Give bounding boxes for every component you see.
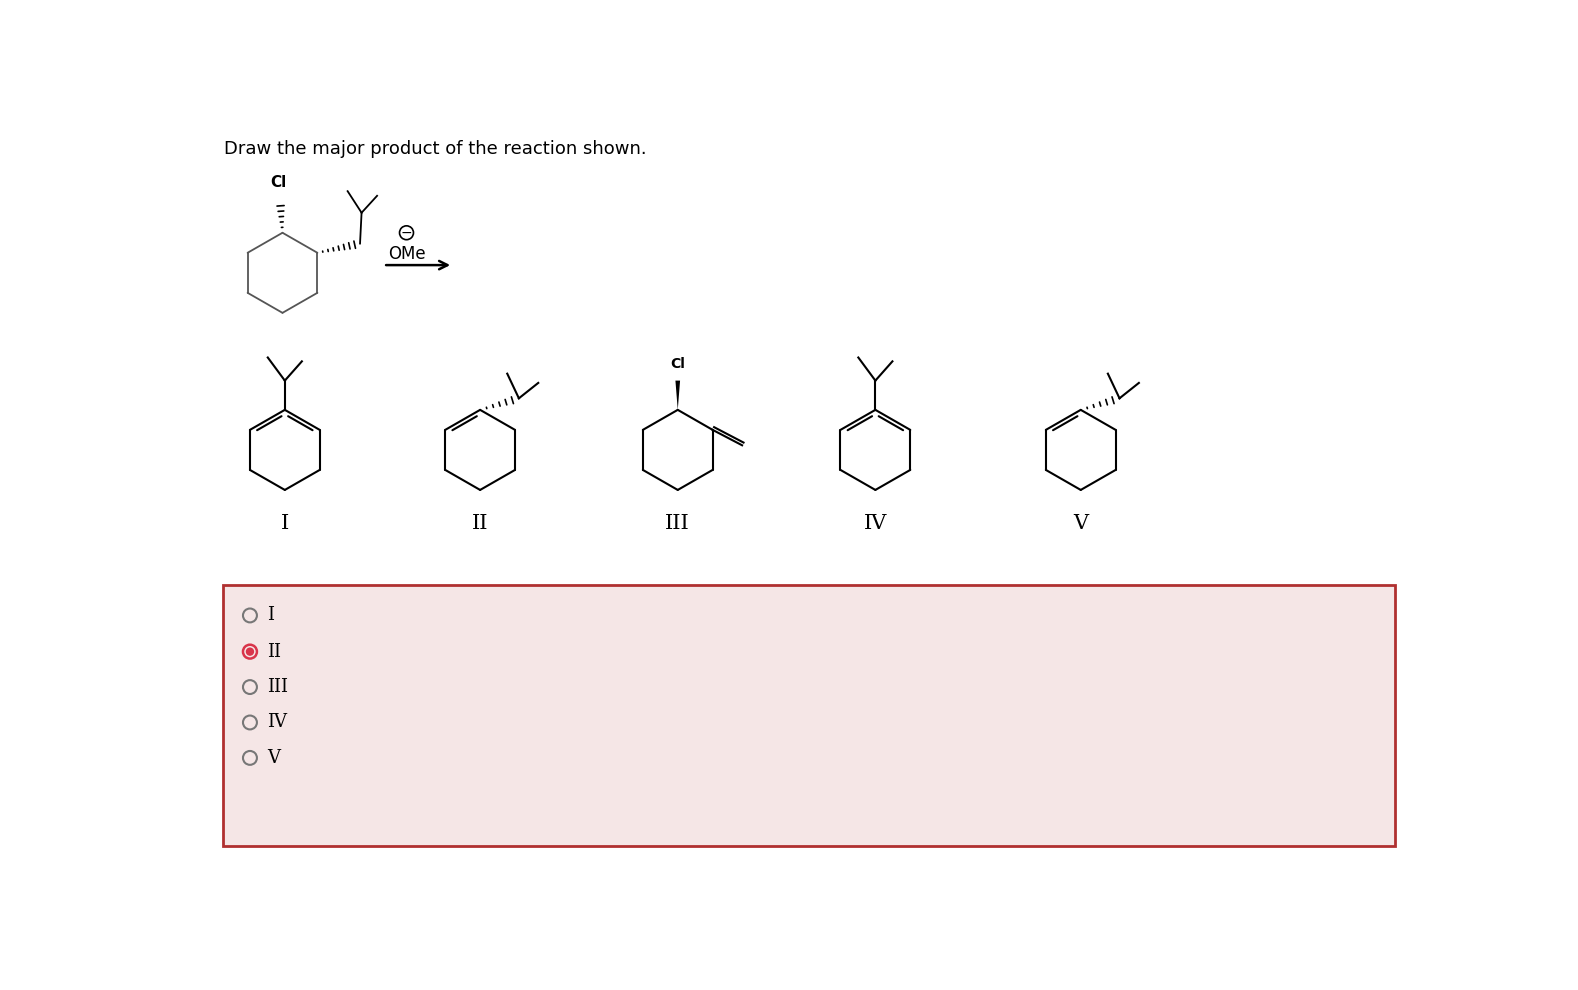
Text: Cl: Cl bbox=[270, 175, 287, 190]
Text: Cl: Cl bbox=[671, 357, 685, 371]
Text: V: V bbox=[267, 748, 279, 767]
Text: II: II bbox=[267, 643, 281, 660]
Text: III: III bbox=[267, 678, 289, 696]
Text: V: V bbox=[1073, 514, 1089, 533]
Text: I: I bbox=[267, 607, 275, 625]
Circle shape bbox=[246, 648, 254, 655]
Text: Draw the major product of the reaction shown.: Draw the major product of the reaction s… bbox=[224, 141, 647, 158]
Text: OMe: OMe bbox=[388, 246, 426, 263]
Text: II: II bbox=[472, 514, 488, 533]
Text: IV: IV bbox=[267, 714, 287, 732]
Polygon shape bbox=[675, 380, 680, 410]
Text: IV: IV bbox=[863, 514, 887, 533]
FancyBboxPatch shape bbox=[222, 585, 1395, 846]
Text: −: − bbox=[401, 226, 412, 240]
Text: III: III bbox=[666, 514, 690, 533]
Text: I: I bbox=[281, 514, 289, 533]
